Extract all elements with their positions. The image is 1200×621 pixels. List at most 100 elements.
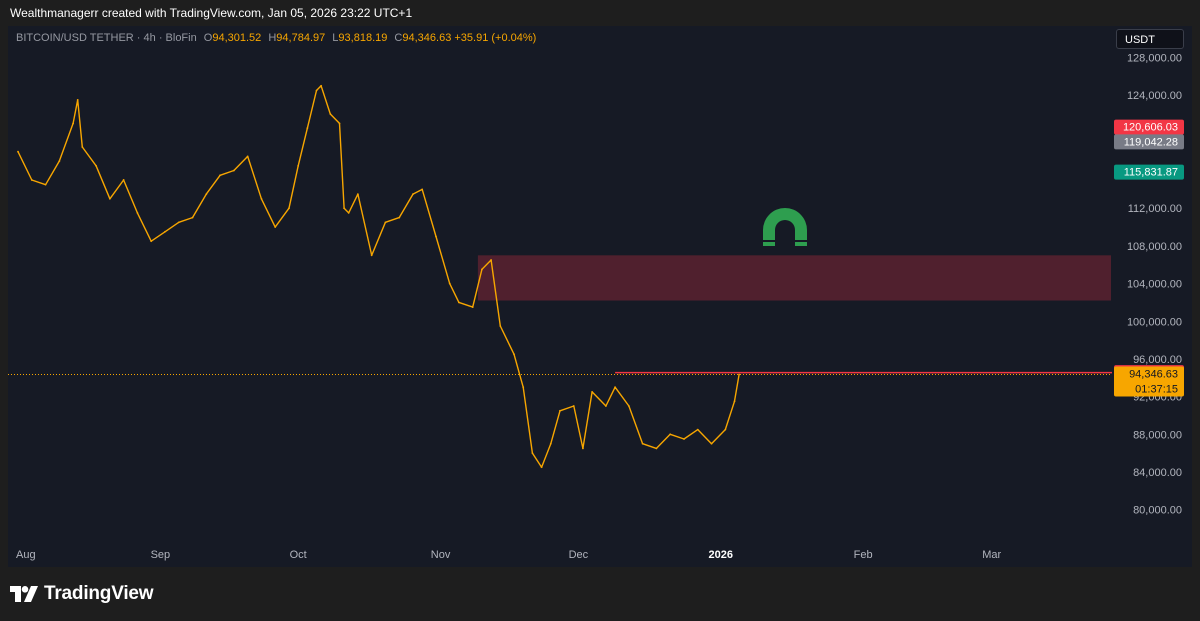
price-point — [522, 386, 525, 389]
y-tick-label: 128,000.00 — [1127, 53, 1182, 65]
price-point — [246, 155, 249, 158]
price-point — [30, 179, 33, 181]
x-tick-label: Sep — [151, 549, 171, 561]
price-label-box — [1114, 164, 1184, 180]
price-point — [614, 386, 616, 389]
price-point — [572, 405, 575, 407]
price-label-text: 119,042.28 — [1124, 136, 1178, 148]
price-label-text: 115,831.87 — [1124, 167, 1178, 179]
y-tick-label: 88,000.00 — [1133, 429, 1182, 441]
price-label-box — [1114, 366, 1184, 397]
price-point — [696, 428, 699, 431]
price-point — [384, 221, 387, 224]
price-point — [513, 353, 515, 356]
price-point — [177, 221, 180, 224]
price-label-text: 94,346.63 — [1129, 369, 1178, 381]
y-tick-label: 96,000.00 — [1133, 354, 1182, 366]
price-point — [655, 447, 658, 450]
price-point — [219, 174, 221, 177]
price-point — [191, 216, 194, 219]
change-value: +35.91 (+0.04%) — [454, 32, 537, 44]
x-tick-label: Feb — [854, 549, 873, 561]
price-point — [738, 373, 741, 376]
price-point — [274, 226, 277, 228]
price-point — [260, 197, 263, 200]
bar-countdown: 01:37:15 — [1135, 384, 1178, 396]
magnet-tip-left — [763, 240, 775, 242]
price-point — [421, 188, 424, 191]
price-point — [448, 282, 451, 285]
price-point — [605, 405, 607, 407]
price-point — [347, 212, 350, 214]
price-point — [641, 442, 644, 445]
price-point — [627, 405, 630, 407]
chart-caption: Wealthmanagerr created with TradingView.… — [10, 6, 413, 20]
close-label: C — [394, 32, 403, 44]
price-point — [297, 164, 300, 167]
price-chart[interactable]: 128,000.00124,000.00120,000.00116,000.00… — [8, 26, 1192, 567]
close-value: 94,346.63 — [402, 32, 452, 44]
price-point — [44, 183, 47, 186]
price-point — [591, 391, 594, 393]
price-point — [499, 325, 502, 327]
supply-zone-layer — [477, 255, 1111, 301]
price-point — [356, 193, 359, 195]
price-point — [232, 169, 235, 172]
price-point — [710, 442, 713, 445]
symbol-legend: BITCOIN/USD TETHER · 4h · BloFin O94,301… — [16, 32, 536, 44]
price-point — [81, 146, 84, 148]
price-point — [480, 268, 483, 271]
price-point — [164, 230, 166, 233]
price-point — [315, 89, 318, 92]
magnet-icon — [763, 208, 807, 246]
price-point — [329, 113, 332, 115]
x-axis: Aug Sep Oct Nov Dec 2026 Feb Mar — [16, 549, 1002, 561]
price-point — [458, 301, 460, 304]
price-point — [559, 409, 561, 412]
price-point — [150, 240, 153, 243]
price-point — [72, 122, 75, 125]
x-tick-label: 2026 — [708, 549, 732, 561]
tradingview-logo-icon — [10, 586, 38, 602]
price-label-box — [1114, 119, 1184, 135]
price-point — [549, 442, 552, 445]
price-point — [95, 164, 97, 167]
supply-zone[interactable] — [477, 255, 1111, 301]
price-point — [320, 84, 323, 87]
price-point — [435, 235, 437, 238]
price-point — [338, 122, 341, 125]
price-labels: 120,606.03119,042.28115,831.8794,543.969… — [1114, 119, 1184, 397]
x-tick-label: Nov — [431, 549, 451, 561]
price-point — [58, 160, 61, 163]
price-point — [398, 216, 401, 219]
price-point — [136, 212, 139, 214]
y-tick-label: 100,000.00 — [1127, 316, 1182, 328]
price-point — [17, 150, 19, 153]
price-point — [412, 193, 414, 195]
y-tick-label: 80,000.00 — [1133, 505, 1182, 517]
open-value: 94,301.52 — [212, 32, 262, 44]
high-label: H — [268, 32, 277, 44]
price-label-box — [1114, 134, 1184, 150]
price-point — [288, 207, 290, 210]
magnet-shape — [763, 208, 807, 246]
x-tick-label: Oct — [290, 549, 307, 561]
price-point — [122, 179, 125, 181]
series-layer — [17, 84, 741, 469]
chart-area[interactable]: BITCOIN/USD TETHER · 4h · BloFin O94,301… — [8, 26, 1192, 567]
magnet-tip-right — [795, 240, 807, 242]
price-point — [343, 207, 346, 210]
currency-selector[interactable]: USDT — [1116, 29, 1184, 49]
price-label-text: 120,606.03 — [1123, 122, 1178, 134]
price-point — [76, 98, 79, 101]
price-point — [471, 306, 474, 309]
symbol-name: BITCOIN/USD TETHER · 4h · BloFin — [16, 32, 197, 44]
price-point — [582, 447, 584, 450]
price-point — [306, 127, 309, 130]
y-tick-label: 124,000.00 — [1127, 90, 1182, 102]
price-point — [724, 428, 727, 431]
y-tick-label: 108,000.00 — [1127, 241, 1182, 253]
tradingview-logo[interactable]: TradingView — [10, 583, 154, 605]
high-value: 94,784.97 — [276, 32, 326, 44]
low-label: L — [332, 32, 339, 44]
